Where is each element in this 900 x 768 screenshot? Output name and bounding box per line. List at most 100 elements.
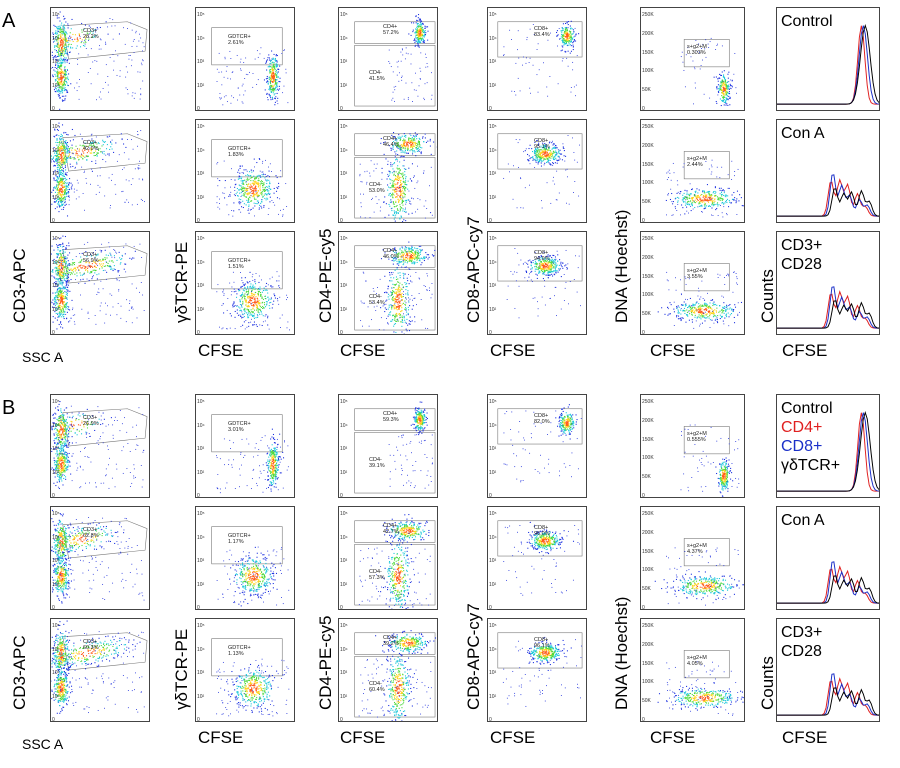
gd-y-tick: 10² <box>197 693 205 700</box>
legend-entry: γδTCR+ <box>781 457 841 474</box>
gd-y-tick: 10⁵ <box>197 623 205 629</box>
cd3-y-axis-label: CD3-APC <box>10 635 29 710</box>
cd4-y-tick: 10² <box>340 469 348 476</box>
cd8-y-tick: 10⁵ <box>489 12 497 18</box>
cd4neg-gate-label: CD4- 60.4% <box>369 681 385 693</box>
cd8-y-tick: 10² <box>489 82 497 89</box>
cd4-x-axis-label: CFSE <box>340 728 386 747</box>
condition-text: CD28 <box>781 256 822 273</box>
dna-plot: s+g2+M 3.55% 250K 200K 150K 100K 50K 0 <box>640 231 745 335</box>
gdtcr-plot: GDTCR+ 1.83% 10⁵ 10⁴ 10³ 10² 0 <box>195 119 295 223</box>
cd3-y-tick: 10³ <box>52 670 60 676</box>
cd4-y-tick: 10⁵ <box>340 236 348 242</box>
condition-text: CD3+ <box>781 237 823 254</box>
cd3-gate-label: CD3+ 42.9% <box>83 140 99 152</box>
cd8-y-tick: 10⁵ <box>489 124 497 130</box>
gdtcr-plot: GDTCR+ 2.61% 10⁵ 10⁴ 10³ 10² 0 <box>195 7 295 111</box>
cd4-plot-svg <box>354 241 436 334</box>
dna-plot-svg <box>680 37 737 107</box>
condition-text: Con A <box>781 512 825 529</box>
histogram-plot: Control <box>776 7 880 111</box>
gd-y-axis-label: γδTCR-PE <box>172 628 191 710</box>
cd4-plot: CD4+ 46.4% CD4- 53.0% 10⁵ 10⁴ 10³ 10² 0 <box>338 119 438 223</box>
gd-y-tick: 10⁵ <box>197 236 205 242</box>
gd-y-tick: 10⁵ <box>197 511 205 517</box>
gdtcr-gate-label: GDTCR+ 1.83% <box>228 146 251 158</box>
cd8-plot: CD8+ 96.1% 10⁵ 10⁴ 10³ 10² 0 <box>487 618 587 722</box>
histogram-plot-svg <box>777 174 879 217</box>
cd8-y-tick: 10⁴ <box>489 534 497 541</box>
gd-y-tick: 10² <box>197 194 205 201</box>
histogram-condition-label: Con A <box>781 124 825 143</box>
hist-x-axis-label: CFSE <box>782 728 828 747</box>
gd-y-tick: 10³ <box>197 446 205 452</box>
histogram-plot: CD3+ CD28 <box>776 231 880 335</box>
cd8-y-tick: 0 <box>489 106 492 111</box>
cd8-x-axis-label: CFSE <box>490 341 536 360</box>
cd3-x-axis-label: SSC A <box>22 736 64 752</box>
cd8-y-axis-label: CD8-APC-cy7 <box>464 603 483 710</box>
cd4-plot: CD4+ 59.3% CD4- 39.1% 10⁵ 10⁴ 10³ 10² 0 <box>338 394 438 498</box>
dna-plot-svg <box>665 151 744 218</box>
dna-y-tick: 150K <box>642 161 654 168</box>
cd3-y-tick: 10³ <box>52 558 60 564</box>
cd3-gate-label: CD3+ 28.2% <box>83 28 99 40</box>
gd-y-tick: 0 <box>197 106 200 111</box>
cd3-y-tick: 10⁴ <box>52 35 60 42</box>
cd8-y-axis-label: CD8-APC-cy7 <box>464 216 483 323</box>
dna-gate-label: s+g2+M 4.05% <box>687 655 707 667</box>
cd4-y-tick: 10³ <box>340 446 348 452</box>
gd-y-tick: 10⁴ <box>197 259 205 266</box>
cd4neg-gate-label: CD4- 41.5% <box>369 70 385 82</box>
cd4-y-tick: 10³ <box>340 283 348 289</box>
dna-y-tick: 0 <box>642 330 645 335</box>
cd3-y-tick: 10⁵ <box>52 236 60 242</box>
gd-y-tick: 10⁴ <box>197 646 205 653</box>
dna-y-tick: 100K <box>642 68 654 75</box>
dna-y-tick: 200K <box>642 529 654 536</box>
cd8-gate-label: CD8+ 94.9% <box>534 250 550 262</box>
cd4-plot-svg <box>354 401 436 494</box>
dna-y-tick: 100K <box>642 292 654 299</box>
cd8-plot: CD8+ 94.9% 10⁵ 10⁴ 10³ 10² 0 <box>487 231 587 335</box>
dna-gate-label: s+g2+M 0.555% <box>687 431 707 443</box>
cd3-y-tick: 0 <box>52 493 55 498</box>
gdtcr-plot-svg <box>211 638 290 717</box>
cd8-y-tick: 10⁴ <box>489 422 497 429</box>
dna-plot-svg <box>657 263 743 329</box>
gd-y-tick: 0 <box>197 605 200 610</box>
cd8-plot: CD8+ 95.1% 10⁵ 10⁴ 10³ 10² 0 <box>487 119 587 223</box>
cd4-gate-label: CD4+ 46.4% <box>383 136 399 148</box>
cd8-y-tick: 10² <box>489 194 497 201</box>
cd3-y-tick: 10³ <box>52 59 60 65</box>
cd4-y-tick: 0 <box>340 605 343 610</box>
dna-y-tick: 100K <box>642 180 654 187</box>
gdtcr-gate-label: GDTCR+ 1.17% <box>228 533 251 545</box>
cd4-y-tick: 10² <box>340 581 348 588</box>
dna-plot: s+g2+M 0.555% 250K 200K 150K 100K 50K 0 <box>640 394 745 498</box>
cd8-y-tick: 10⁵ <box>489 511 497 517</box>
condition-text: Control <box>781 400 833 417</box>
gd-y-tick: 10⁴ <box>197 147 205 154</box>
histogram-plot: Con A <box>776 506 880 610</box>
dna-y-tick: 50K <box>642 199 651 206</box>
cd4-y-tick: 10³ <box>340 670 348 676</box>
cd8-plot-svg <box>497 404 583 483</box>
cd4-y-tick: 10² <box>340 194 348 201</box>
condition-text: Control <box>781 13 833 30</box>
dna-y-tick: 0 <box>642 106 645 111</box>
dna-x-axis-label: CFSE <box>650 341 696 360</box>
cd3-y-tick: 10⁴ <box>52 646 60 653</box>
dna-y-tick: 150K <box>642 273 654 280</box>
dna-gate-label: s+g2+M 0.303% <box>687 44 707 56</box>
dna-plot: s+g2+M 2.44% 250K 200K 150K 100K 50K 0 <box>640 119 745 223</box>
cd8-gate-label: CD8+ 95.1% <box>534 138 550 150</box>
cd4-y-tick: 10² <box>340 82 348 89</box>
cd3-ssc-plot-svg <box>51 620 148 714</box>
cd3-y-tick: 0 <box>52 605 55 610</box>
cd3-gate-label: CD3+ 56.9% <box>83 252 99 264</box>
cd8-y-tick: 10³ <box>489 558 497 564</box>
hist-y-axis-label: Counts <box>758 269 777 323</box>
cd3-y-tick: 10³ <box>52 283 60 289</box>
cd4-plot: CD4+ 46.0% CD4- 53.4% 10⁵ 10⁴ 10³ 10² 0 <box>338 231 438 335</box>
